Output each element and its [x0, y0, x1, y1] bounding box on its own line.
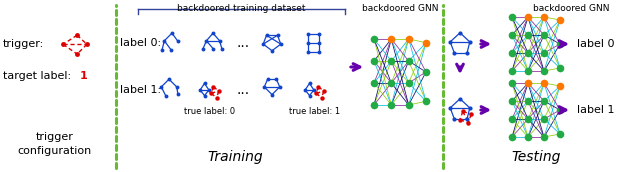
Text: label 0:: label 0: [120, 38, 161, 48]
Text: true label: 0: true label: 0 [184, 108, 236, 116]
Text: Testing: Testing [511, 150, 561, 164]
Text: label 1:: label 1: [120, 85, 161, 95]
Text: true label: 1: true label: 1 [289, 108, 340, 116]
Text: ...: ... [236, 83, 250, 97]
Text: backdoored GNN: backdoored GNN [532, 4, 609, 13]
Text: target label:: target label: [3, 71, 75, 81]
Text: label 1: label 1 [577, 105, 614, 115]
Text: 1: 1 [80, 71, 88, 81]
Text: trigger:: trigger: [3, 39, 44, 49]
Text: backdoored training dataset: backdoored training dataset [177, 4, 306, 13]
Text: label 0: label 0 [577, 39, 614, 49]
Text: Training: Training [207, 150, 263, 164]
Text: backdoored GNN: backdoored GNN [362, 4, 438, 13]
Text: trigger
configuration: trigger configuration [18, 132, 92, 156]
Text: ...: ... [236, 36, 250, 50]
